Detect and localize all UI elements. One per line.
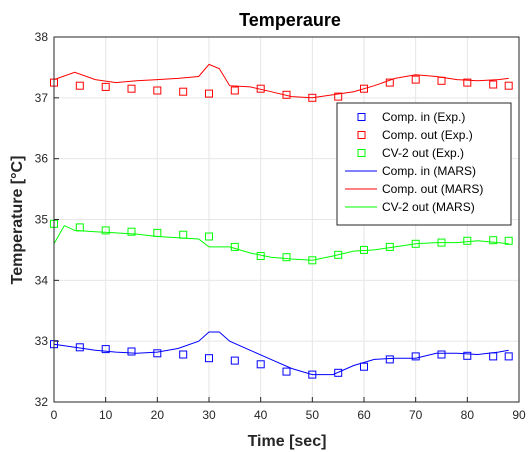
data-point — [282, 253, 291, 262]
legend-marker-2 — [357, 149, 366, 157]
series-line-5 — [53, 224, 509, 261]
data-point — [504, 352, 513, 361]
x-tick-label: 60 — [357, 408, 371, 422]
data-point — [101, 345, 110, 354]
y-tick-label: 37 — [35, 91, 49, 105]
data-point — [489, 236, 498, 245]
legend-label-1: Comp. out (Exp.) — [382, 128, 473, 142]
axes — [53, 36, 520, 403]
data-point — [282, 367, 291, 376]
y-tick-label: 32 — [35, 395, 49, 409]
series-markers — [50, 75, 513, 379]
data-point — [308, 256, 317, 265]
y-axis-title: Temperature [°C] — [9, 156, 26, 285]
legend-label-0: Comp. in (Exp.) — [382, 110, 465, 124]
x-tick-label: 80 — [461, 408, 475, 422]
data-point — [75, 81, 84, 90]
data-point — [308, 370, 317, 379]
data-point — [489, 352, 498, 361]
y-tick-label: 33 — [35, 334, 49, 348]
legend-box — [336, 102, 512, 226]
series-lines — [53, 63, 509, 376]
data-point — [205, 354, 213, 363]
data-point — [308, 93, 317, 102]
data-point — [334, 368, 343, 377]
data-point — [437, 238, 446, 247]
series-line-4 — [53, 63, 509, 99]
legend-label-2: CV-2 out (Exp.) — [382, 146, 464, 160]
data-point — [230, 242, 239, 251]
data-point — [205, 232, 213, 241]
data-point — [256, 252, 265, 260]
x-tick-label: 50 — [306, 408, 320, 422]
y-tick-label: 35 — [35, 213, 49, 227]
data-point — [179, 230, 188, 239]
legend-marker-0 — [357, 113, 366, 121]
x-tick-label: 10 — [99, 408, 113, 422]
data-point — [101, 82, 110, 91]
legend: Comp. in (Exp.) Comp. out (Exp.) CV-2 out … — [336, 102, 512, 226]
data-point — [360, 362, 368, 371]
data-point — [101, 226, 110, 235]
data-point — [153, 86, 162, 95]
legend-marker-1 — [357, 131, 366, 139]
data-point — [411, 239, 420, 248]
legend-label-3: Comp. in (MARS) — [382, 164, 476, 178]
data-point — [127, 347, 136, 356]
x-tick-label: 70 — [409, 408, 423, 422]
x-axis-title: Time [sec] — [248, 433, 327, 450]
data-point — [230, 86, 239, 95]
data-point — [385, 242, 394, 251]
x-tick-label: 90 — [512, 408, 526, 422]
data-point — [437, 350, 446, 359]
series-line-3 — [53, 331, 509, 376]
data-point — [230, 356, 239, 365]
x-tick-label: 0 — [51, 408, 58, 422]
data-point — [463, 351, 472, 360]
data-point — [463, 78, 472, 87]
data-point — [127, 84, 136, 93]
data-point — [282, 90, 291, 99]
data-point — [205, 89, 213, 98]
data-point — [360, 84, 368, 93]
data-point — [385, 78, 394, 87]
data-point — [179, 350, 188, 359]
data-point — [504, 81, 513, 90]
data-point — [334, 92, 343, 101]
data-point — [385, 355, 394, 364]
y-tick-label: 38 — [35, 30, 49, 44]
data-point — [75, 343, 84, 352]
chart-title: Temperaure — [239, 10, 341, 30]
x-tick-label: 30 — [202, 408, 216, 422]
data-point — [75, 223, 84, 232]
data-point — [489, 80, 498, 89]
data-point — [334, 250, 343, 259]
data-point — [504, 236, 513, 245]
x-tick-label: 20 — [151, 408, 165, 422]
data-point — [179, 87, 188, 96]
data-point — [437, 76, 446, 85]
data-point — [153, 228, 162, 237]
legend-label-4: Comp. out (MARS) — [382, 182, 483, 196]
x-tick-label: 40 — [254, 408, 268, 422]
data-point — [153, 349, 162, 358]
data-point — [256, 84, 265, 93]
y-tick-label: 34 — [35, 273, 49, 287]
axes-box — [53, 36, 520, 403]
y-tick-label: 36 — [35, 152, 49, 166]
data-point — [127, 227, 136, 236]
data-point — [256, 360, 265, 369]
data-point — [411, 75, 420, 84]
data-point — [463, 236, 472, 245]
data-point — [411, 352, 420, 361]
data-point — [360, 245, 368, 254]
legend-label-5: CV-2 out (MARS) — [382, 200, 475, 214]
tick-labels: 0 10 20 30 40 50 60 70 80 90 32 33 34 35 36 37 38 — [35, 30, 526, 422]
